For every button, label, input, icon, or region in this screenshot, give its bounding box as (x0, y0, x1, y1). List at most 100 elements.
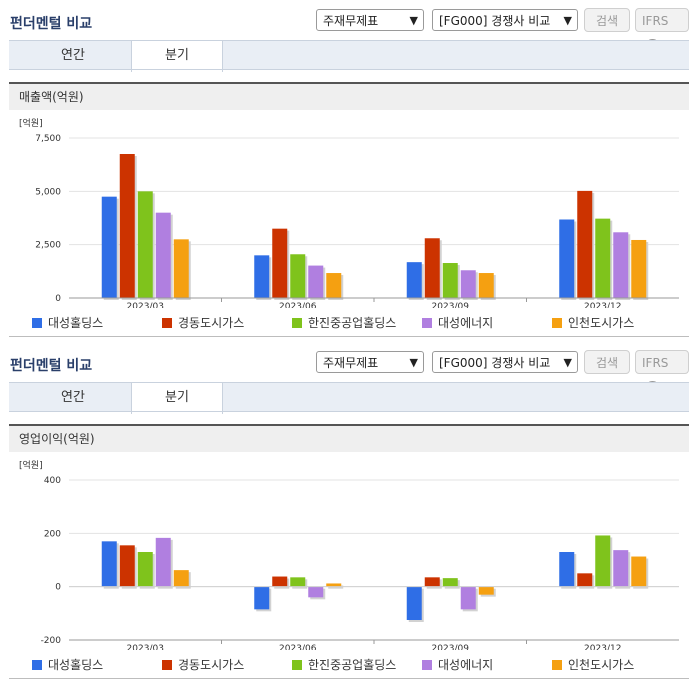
chart-panel-title: 영업이익(억원) (9, 424, 689, 452)
bar (442, 263, 458, 298)
legend-swatch (422, 318, 432, 328)
x-tick-label: 2023/06 (279, 302, 317, 308)
tab-quarterly[interactable]: 분기 (131, 41, 223, 72)
y-tick-label: 0 (55, 583, 61, 593)
tab-quarterly[interactable]: 분기 (131, 383, 223, 414)
bar (272, 228, 288, 298)
x-tick-label: 2023/03 (127, 644, 164, 650)
operating-profit-chart: [억원] -200 0 200 400 2023/03 2023/06 2023/09 2023… (9, 454, 689, 654)
bar (478, 586, 494, 595)
y-tick-label: 200 (44, 529, 61, 539)
ifrs-label: IFRS (642, 14, 669, 28)
legend-item[interactable]: 대성에너지 (422, 656, 493, 673)
unit-label: [억원] (19, 459, 43, 471)
legend-swatch (162, 318, 172, 328)
legend-swatch (292, 660, 302, 670)
legend-item[interactable]: 대성에너지 (422, 314, 493, 331)
statement-select[interactable]: 주재무제표 ▼ (316, 351, 424, 373)
peer-select[interactable]: [FG000] 경쟁사 비교 ▼ (432, 9, 578, 31)
bar (173, 570, 189, 587)
chevron-down-icon: ▼ (409, 356, 418, 369)
x-tick-label: 2023/09 (432, 644, 470, 650)
bar (137, 552, 153, 587)
statement-select[interactable]: 주재무제표 ▼ (316, 9, 424, 31)
revenue-chart-svg: [억원] 0 2,500 5,000 7,500 2023/03 2023/06 2023/0… (19, 117, 679, 312)
bar (406, 586, 422, 620)
bar (460, 586, 476, 610)
x-tick-label: 2023/09 (432, 302, 470, 308)
legend-label: 대성에너지 (438, 658, 494, 672)
legend-swatch (422, 660, 432, 670)
statement-select-value: 주재무제표 (323, 356, 379, 370)
legend-label: 한진중공업홀딩스 (308, 658, 397, 672)
chevron-down-icon: ▼ (563, 14, 572, 27)
legend-item[interactable]: 인천도시가스 (552, 314, 634, 331)
legend-item[interactable]: 경동도시가스 (162, 314, 244, 331)
bar (406, 262, 422, 298)
bar (272, 576, 288, 587)
bar (101, 541, 117, 587)
legend-item[interactable]: 한진중공업홀딩스 (292, 314, 396, 331)
bar (424, 238, 440, 298)
legend-label: 한진중공업홀딩스 (308, 316, 397, 330)
bar (595, 535, 611, 587)
bar (101, 196, 117, 298)
peer-select-value: [FG000] 경쟁사 비교 (439, 14, 551, 28)
legend-swatch (162, 660, 172, 670)
statement-select-value: 주재무제표 (323, 14, 379, 28)
legend-swatch (32, 318, 42, 328)
bar (119, 545, 135, 587)
bar (119, 154, 135, 298)
legend-label: 경동도시가스 (178, 316, 245, 330)
ifrs-label: IFRS (642, 356, 669, 370)
bar (442, 578, 458, 587)
bar (478, 273, 494, 298)
legend-label: 대성홀딩스 (48, 658, 104, 672)
y-tick-label: 7,500 (35, 134, 61, 144)
legend-item[interactable]: 한진중공업홀딩스 (292, 656, 396, 673)
bar (137, 191, 153, 298)
peer-select-value: [FG000] 경쟁사 비교 (439, 356, 551, 370)
ifrs-button[interactable]: IFRS ? (635, 8, 689, 54)
legend-swatch (292, 318, 302, 328)
period-tabs: 연간 분기 (9, 40, 689, 72)
y-tick-label: 0 (55, 294, 61, 304)
legend-item[interactable]: 대성홀딩스 (32, 656, 103, 673)
chevron-down-icon: ▼ (563, 356, 572, 369)
bar (595, 218, 611, 298)
legend-item[interactable]: 경동도시가스 (162, 656, 244, 673)
fundamental-section-2: 펀더멘털 비교 주재무제표 ▼ [FG000] 경쟁사 비교 ▼ 검색 IFRS… (0, 342, 696, 684)
operating-profit-chart-svg: [억원] -200 0 200 400 2023/03 2023/06 2023/09 2023… (19, 459, 679, 654)
legend-swatch (552, 660, 562, 670)
legend-label: 인천도시가스 (568, 658, 635, 672)
unit-label: [억원] (19, 117, 43, 129)
tab-divider (9, 411, 689, 412)
bar (631, 239, 647, 298)
tab-annual[interactable]: 연간 (61, 48, 85, 63)
y-tick-label: 5,000 (35, 187, 61, 197)
x-tick-label: 2023/12 (584, 302, 621, 308)
bar (290, 254, 306, 298)
fundamental-section-1: 펀더멘털 비교 주재무제표 ▼ [FG000] 경쟁사 비교 ▼ 검색 IFRS… (9, 8, 689, 337)
legend-item[interactable]: 인천도시가스 (552, 656, 634, 673)
legend-item[interactable]: 대성홀딩스 (32, 314, 103, 331)
chart-panel-title: 매출액(억원) (9, 82, 689, 110)
bar (577, 190, 593, 298)
bar (577, 573, 593, 587)
panel-bottom-border (9, 336, 689, 337)
x-tick-label: 2023/12 (584, 644, 621, 650)
x-tick-label: 2023/03 (127, 302, 164, 308)
section-title: 펀더멘털 비교 (10, 358, 93, 374)
bar (326, 273, 342, 298)
peer-select[interactable]: [FG000] 경쟁사 비교 ▼ (432, 351, 578, 373)
search-button[interactable]: 검색 (584, 350, 630, 374)
tab-divider (9, 69, 689, 70)
tab-annual[interactable]: 연간 (61, 390, 85, 405)
ifrs-button[interactable]: IFRS ? (635, 350, 689, 396)
search-button[interactable]: 검색 (584, 8, 630, 32)
legend-swatch (552, 318, 562, 328)
bar (613, 550, 629, 587)
legend-label: 인천도시가스 (568, 316, 635, 330)
bar (326, 583, 342, 587)
bar (155, 537, 171, 587)
